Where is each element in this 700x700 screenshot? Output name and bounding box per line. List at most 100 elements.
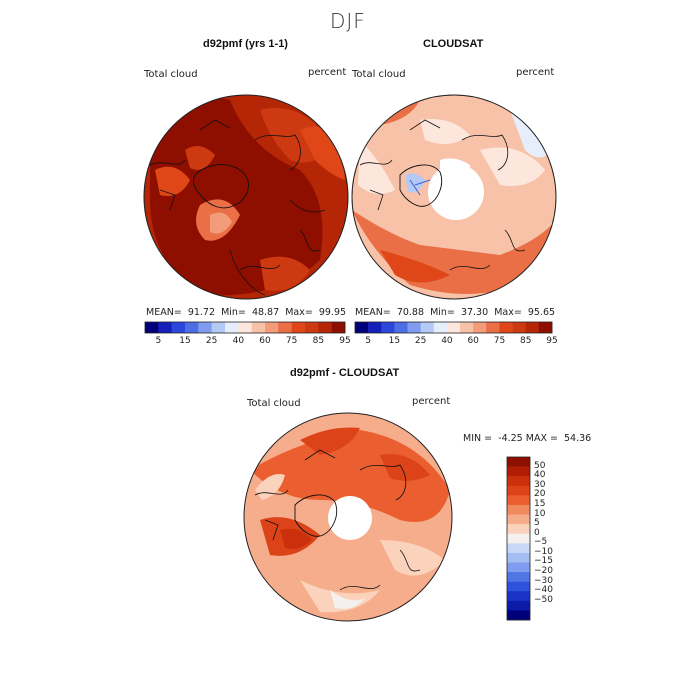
colorbar-difference-tick-label: −40 — [534, 585, 553, 596]
panel-difference-units: percent — [412, 396, 451, 407]
colorbar-cloudsat-swatch — [473, 322, 487, 333]
colorbar-model-swatch — [145, 322, 159, 333]
colorbar-cloudsat-swatch — [486, 322, 500, 333]
map-difference-border — [243, 412, 453, 622]
colorbar-difference-tick-label: 40 — [534, 470, 546, 481]
colorbar-difference-swatch — [507, 495, 530, 506]
colorbar-model-tick-label: 75 — [285, 336, 298, 346]
colorbar-difference-tick-label: −30 — [534, 575, 553, 586]
colorbar-cloudsat-tick-label: 95 — [546, 336, 558, 346]
colorbar-difference — [506, 456, 531, 621]
colorbar-difference-swatch — [507, 476, 530, 487]
map-difference — [244, 413, 452, 621]
panel-cloudsat-units: percent — [516, 67, 555, 78]
colorbar-cloudsat-swatch — [446, 322, 461, 333]
colorbar-cloudsat-tick-label: 75 — [493, 336, 506, 346]
colorbar-cloudsat-tick-label: 60 — [467, 336, 479, 346]
mean-value: 70.88 — [396, 307, 425, 318]
colorbar-model-swatch — [278, 322, 292, 333]
colorbar-cloudsat-swatch — [433, 322, 448, 333]
colorbar-difference-frame — [506, 456, 531, 621]
max-label: Max= — [285, 307, 313, 318]
colorbar-model-tick-label: 95 — [339, 336, 351, 346]
max-value: 54.36 — [564, 433, 592, 444]
colorbar-difference-swatch — [507, 552, 530, 563]
colorbar-difference-tick-label: −15 — [534, 556, 553, 567]
colorbar-difference-tick-label: 30 — [534, 479, 546, 490]
colorbar-cloudsat — [354, 321, 553, 334]
colorbar-difference-swatch — [507, 457, 530, 467]
colorbar-difference-swatch — [507, 591, 530, 602]
colorbar-cloudsat-swatch — [407, 322, 421, 333]
colorbar-difference-swatch — [507, 572, 530, 582]
colorbar-difference-swatch — [507, 581, 530, 592]
colorbar-difference-swatch — [507, 524, 530, 535]
colorbar-difference-swatch — [507, 562, 530, 573]
colorbar-difference-swatch — [507, 504, 530, 515]
figure-title: DJF — [330, 9, 366, 33]
colorbar-model-frame — [144, 321, 346, 334]
colorbar-difference-tick-label: −5 — [534, 537, 548, 548]
colorbar-model-swatch — [318, 322, 332, 333]
mean-label: MEAN= — [146, 307, 182, 318]
colorbar-model-tick-label: 15 — [179, 336, 191, 346]
colorbar-model-swatch — [198, 322, 212, 333]
colorbar-model-swatch — [265, 322, 279, 333]
colorbar-difference-tick-label: −20 — [534, 566, 553, 577]
colorbar-cloudsat-swatch — [512, 322, 527, 333]
colorbar-cloudsat-tick-label: 5 — [365, 336, 371, 346]
colorbar-cloudsat-tick-label: 85 — [519, 336, 532, 346]
colorbar-model-swatch — [251, 322, 266, 333]
max-label: Max= — [494, 307, 522, 318]
colorbar-model-swatch — [171, 322, 186, 333]
panel-difference-title: d92pmf - CLOUDSAT — [290, 367, 400, 379]
colorbar-model-swatch — [331, 322, 346, 333]
colorbar-difference-swatch — [507, 533, 530, 544]
max-value: 95.65 — [527, 307, 556, 318]
panel-model-title: d92pmf (yrs 1-1) — [203, 38, 288, 50]
panel-difference-stats: MIN = -4.25 MAX = 54.36 — [463, 433, 591, 444]
colorbar-cloudsat-swatch — [538, 322, 553, 333]
colorbar-difference-tick-label: 20 — [534, 489, 546, 500]
colorbar-model-swatch — [238, 322, 252, 333]
colorbar-cloudsat-tick-label: 40 — [441, 336, 453, 346]
colorbar-model-swatch — [158, 322, 172, 333]
colorbar-difference-swatch — [507, 600, 530, 611]
panel-cloudsat-field-label: Total cloud — [352, 69, 406, 80]
colorbar-cloudsat-tick-label: 25 — [414, 336, 427, 346]
min-label: MIN = — [463, 433, 493, 444]
max-label: MAX = — [525, 433, 558, 444]
colorbar-model-tick-label: 40 — [232, 336, 245, 346]
colorbar-difference-tick-label: 15 — [534, 498, 546, 509]
colorbar-model-swatch — [305, 322, 319, 333]
map-cloudsat — [352, 95, 556, 299]
colorbar-model-swatch — [291, 322, 306, 333]
colorbar-difference-tick-label: 50 — [534, 460, 546, 471]
mean-label: MEAN= — [355, 307, 391, 318]
mean-value: 91.72 — [187, 307, 216, 318]
colorbar-cloudsat-swatch — [525, 322, 540, 333]
colorbar-model-tick-label: 5 — [155, 336, 162, 346]
colorbar-model-swatch — [211, 322, 226, 333]
colorbar-model — [144, 321, 346, 334]
colorbar-cloudsat-swatch — [394, 322, 408, 333]
map-model-border — [143, 94, 349, 300]
colorbar-cloudsat-swatch — [499, 322, 513, 333]
colorbar-model-tick-label: 60 — [259, 336, 271, 346]
min-label: Min= — [430, 307, 455, 318]
colorbar-difference-tick-label: −50 — [534, 594, 553, 605]
colorbar-cloudsat-frame — [354, 321, 553, 334]
colorbar-difference-tick-label: −10 — [534, 546, 553, 557]
colorbar-cloudsat-swatch — [381, 322, 395, 333]
colorbar-difference-swatch — [507, 466, 530, 477]
colorbar-difference-swatch — [507, 485, 530, 496]
colorbar-cloudsat-tick-label: 15 — [388, 336, 401, 346]
colorbar-cloudsat-swatch — [368, 322, 382, 333]
panel-model-units: percent — [308, 67, 347, 78]
panel-difference-field-label: Total cloud — [247, 398, 301, 409]
colorbar-model-swatch — [225, 322, 239, 333]
colorbar-cloudsat-swatch — [420, 322, 435, 333]
colorbar-difference-swatch — [507, 543, 530, 554]
colorbar-difference-swatch — [507, 610, 530, 621]
